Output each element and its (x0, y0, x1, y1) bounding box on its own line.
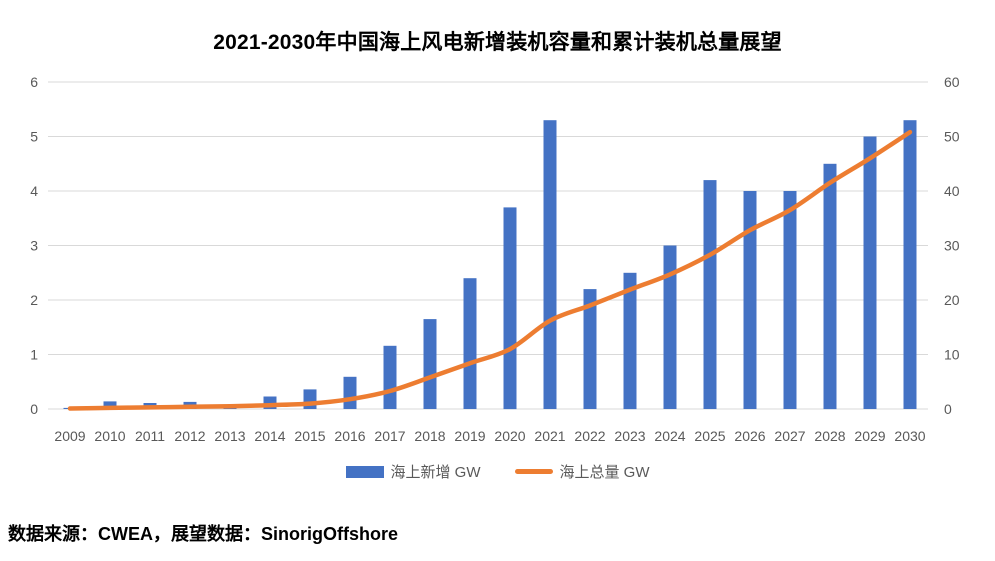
x-axis-tick-2020: 2020 (494, 428, 525, 444)
bar-2029 (863, 136, 877, 409)
x-axis-tick-2019: 2019 (454, 428, 485, 444)
x-axis-tick-2017: 2017 (374, 428, 405, 444)
y-axis-left-tick-5: 5 (30, 129, 38, 145)
bar-2026 (743, 191, 757, 409)
x-axis-tick-2029: 2029 (854, 428, 885, 444)
bar-2010 (103, 401, 117, 409)
x-axis-tick-2030: 2030 (894, 428, 925, 444)
y-axis-left-tick-1: 1 (30, 347, 38, 363)
source-note: 数据来源：CWEA，展望数据：SinorigOffshore (8, 524, 398, 544)
chart-plot-area: 0 0 1 10 2 20 3 30 4 40 5 50 6 60 2009 2010 2011 2012 2013… (30, 74, 960, 444)
x-axis-tick-2009: 2009 (54, 428, 85, 444)
bar-2027 (783, 191, 797, 409)
y-axis-left-tick-6: 6 (30, 74, 38, 90)
x-axis-tick-2026: 2026 (734, 428, 765, 444)
bar-2024 (663, 245, 677, 409)
bar-2017 (383, 345, 397, 409)
x-axis-tick-2025: 2025 (694, 428, 725, 444)
legend-bar-swatch-icon (345, 465, 384, 478)
bar-2030 (903, 120, 917, 409)
y-axis-left-tick-3: 3 (30, 238, 38, 254)
cumulative-line (67, 129, 913, 411)
legend-label-new-capacity: 海上新增 GW (390, 464, 481, 481)
x-axis-tick-2021: 2021 (534, 428, 565, 444)
x-axis-tick-2022: 2022 (574, 428, 605, 444)
x-axis-tick-2011: 2011 (135, 428, 165, 444)
x-axis-tick-2024: 2024 (654, 428, 685, 444)
y-axis-right-tick-10: 10 (944, 347, 960, 363)
x-axis-tick-2028: 2028 (814, 428, 845, 444)
y-axis-right-tick-0: 0 (944, 401, 952, 417)
x-axis-tick-2010: 2010 (94, 428, 125, 444)
x-axis-tick-2014: 2014 (254, 428, 285, 444)
bar-2021 (543, 120, 557, 409)
y-axis-right-tick-40: 40 (944, 183, 960, 199)
x-axis-tick-2018: 2018 (414, 428, 445, 444)
bar-2016 (343, 376, 357, 409)
legend-item-new-capacity: 海上新增 GW (345, 461, 481, 482)
chart-title: 2021-2030年中国海上风电新增装机容量和累计装机总量展望 (213, 31, 782, 54)
x-axis-tick-2027: 2027 (774, 428, 805, 444)
x-axis-tick-2013: 2013 (214, 428, 245, 444)
bar-2023 (623, 272, 637, 410)
legend-line-swatch-icon (514, 469, 553, 474)
bar-2018 (423, 319, 437, 409)
bar-2019 (463, 278, 477, 409)
y-axis-right-tick-60: 60 (944, 74, 960, 90)
bar-2025 (703, 180, 717, 409)
bar-2022 (583, 289, 597, 409)
y-axis-left-tick-4: 4 (30, 183, 38, 199)
y-axis-right-tick-20: 20 (944, 292, 960, 308)
y-axis-left-tick-0: 0 (30, 401, 38, 417)
y-axis-right-tick-50: 50 (944, 129, 960, 145)
x-axis-tick-2012: 2012 (174, 428, 205, 444)
legend-label-cumulative: 海上总量 GW (559, 464, 650, 481)
x-axis-tick-2023: 2023 (614, 428, 645, 444)
legend-item-cumulative: 海上总量 GW (514, 461, 650, 482)
x-axis-tick-2015: 2015 (294, 428, 325, 444)
bar-2020 (503, 207, 517, 410)
y-axis-right-tick-30: 30 (944, 238, 960, 254)
x-axis-tick-2016: 2016 (334, 428, 365, 444)
chart-legend: 海上新增 GW 海上总量 GW (0, 461, 995, 482)
bar-2028 (823, 163, 837, 410)
y-axis-left-tick-2: 2 (30, 292, 38, 308)
